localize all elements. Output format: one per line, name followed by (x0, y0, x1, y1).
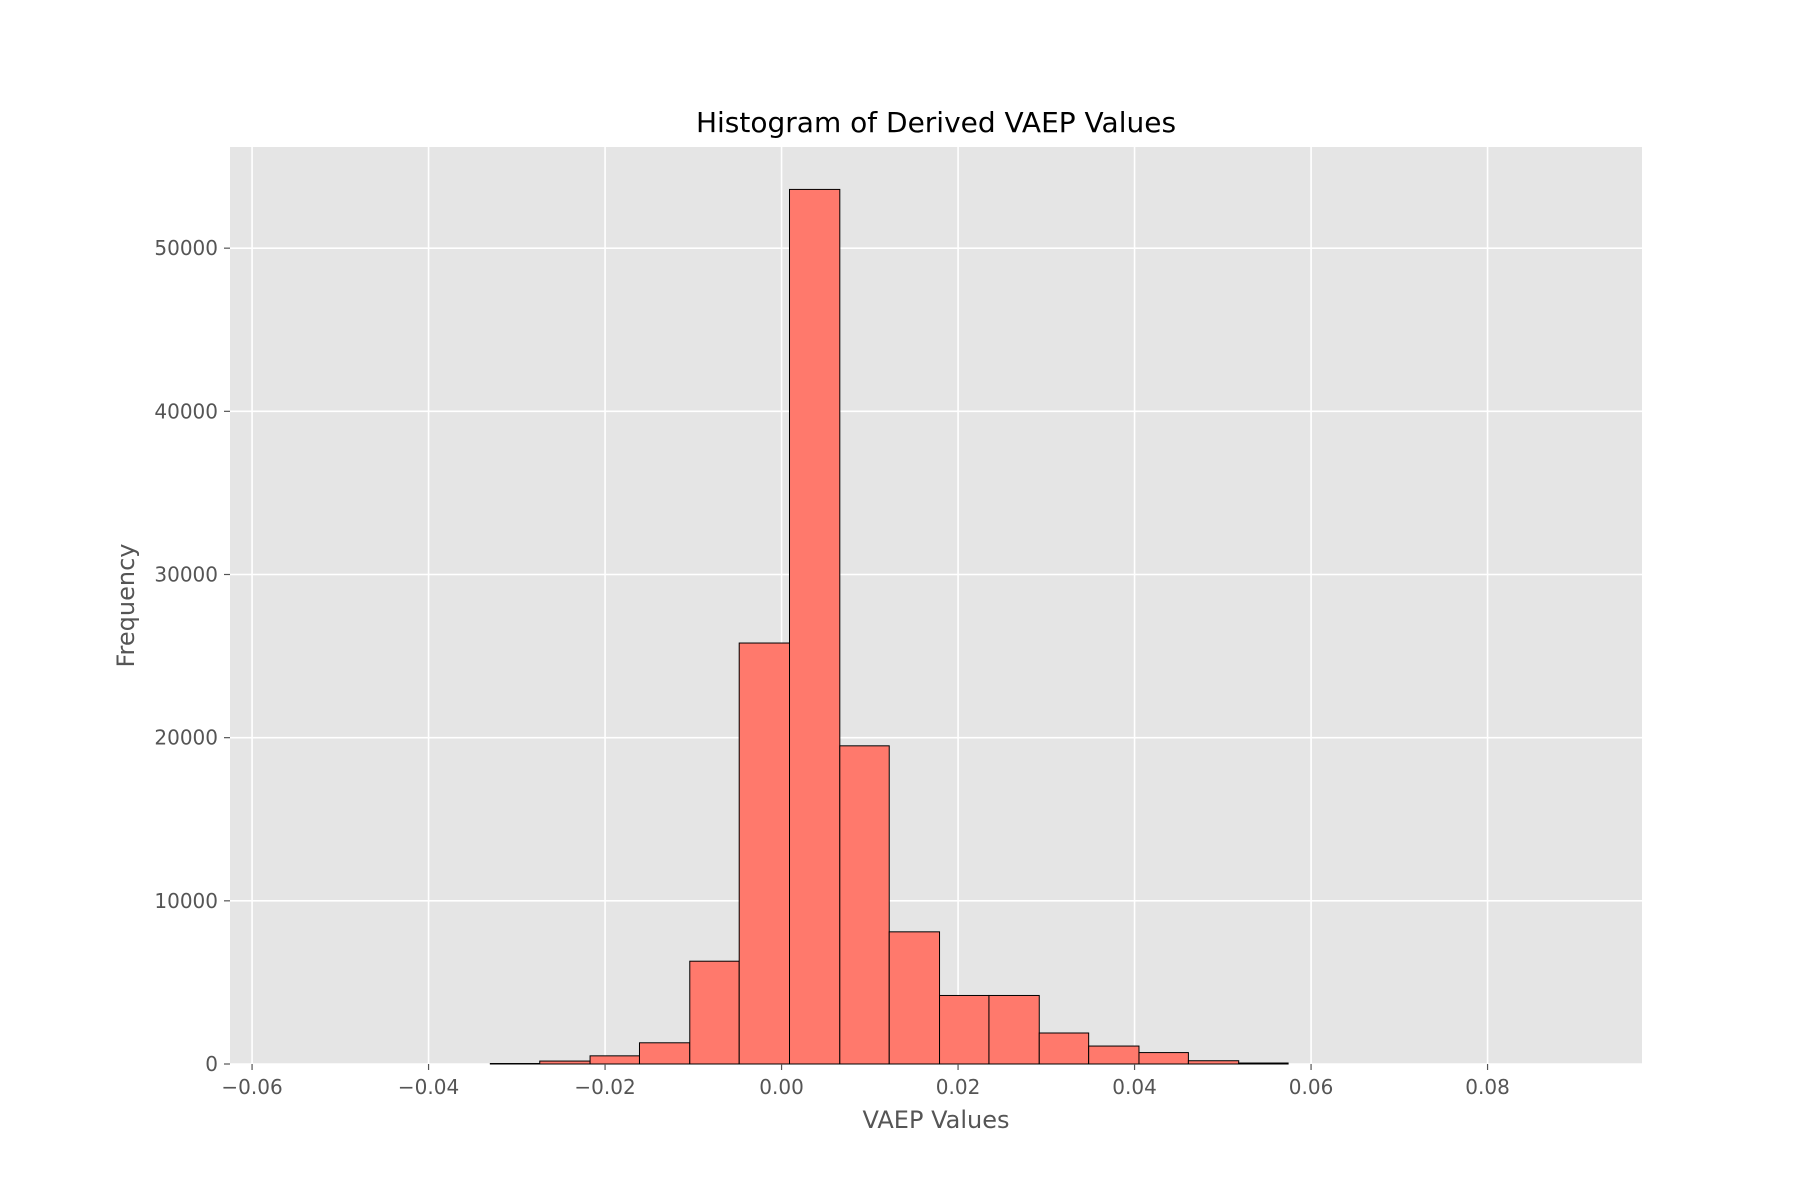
y-axis-label: Frequency (112, 544, 140, 668)
x-tick-label: 0.06 (1289, 1075, 1334, 1099)
y-tick-label: 10000 (154, 889, 218, 913)
histogram-bar (840, 746, 889, 1064)
x-tick-label: −0.06 (221, 1075, 282, 1099)
histogram-bar (540, 1061, 590, 1064)
histogram-bar (1188, 1061, 1238, 1064)
y-axis-ticks: 0 10000 20000 30000 40000 50000 (154, 236, 230, 1076)
histogram-bar (889, 932, 939, 1064)
plot-background (230, 147, 1642, 1064)
histogram-bar (590, 1056, 639, 1064)
y-tick-label: 50000 (154, 236, 218, 260)
histogram-bar (940, 995, 989, 1064)
x-tick-label: −0.02 (574, 1075, 635, 1099)
x-tick-label: 0.00 (759, 1075, 804, 1099)
histogram-bar (1239, 1063, 1288, 1064)
x-axis-ticks: −0.06 −0.04 −0.02 0.00 0.02 0.04 0.06 0.08 (221, 1064, 1509, 1099)
y-tick-label: 30000 (154, 562, 218, 586)
histogram-bar (1089, 1046, 1139, 1064)
histogram-bar (690, 961, 739, 1064)
histogram-bar (639, 1043, 689, 1064)
chart-title: Histogram of Derived VAEP Values (696, 106, 1176, 139)
histogram-bar (989, 995, 1039, 1064)
x-tick-label: 0.04 (1112, 1075, 1157, 1099)
x-axis-label: VAEP Values (863, 1106, 1010, 1134)
histogram-bar (739, 643, 789, 1064)
histogram-bar (790, 189, 840, 1064)
histogram-bar (1139, 1053, 1188, 1064)
y-tick-label: 0 (205, 1052, 218, 1076)
x-tick-label: 0.02 (936, 1075, 981, 1099)
x-tick-label: −0.04 (398, 1075, 459, 1099)
y-tick-label: 20000 (154, 726, 218, 750)
x-tick-label: 0.08 (1465, 1075, 1510, 1099)
histogram-bar (1039, 1033, 1088, 1064)
y-tick-label: 40000 (154, 399, 218, 423)
